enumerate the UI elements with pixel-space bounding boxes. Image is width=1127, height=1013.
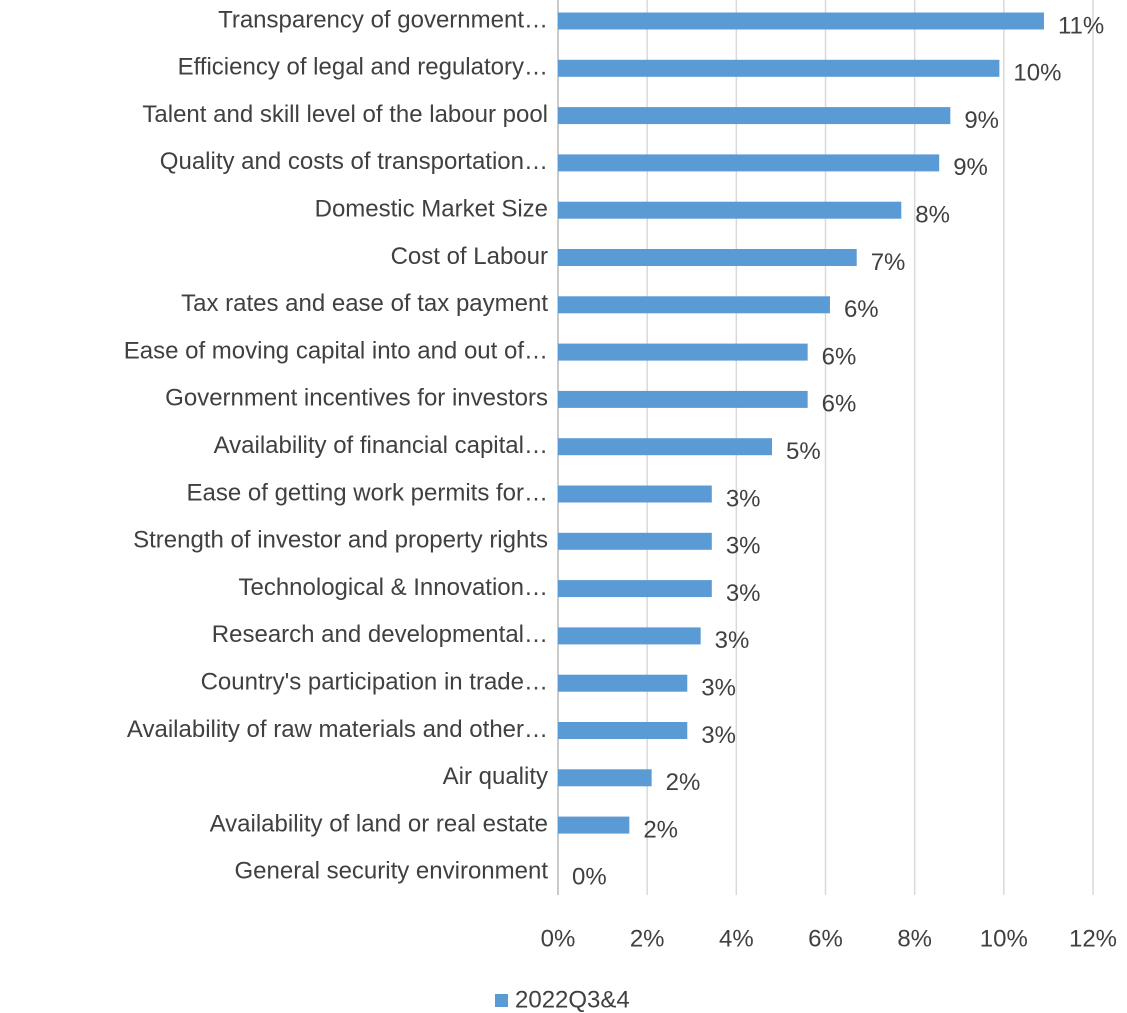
bar bbox=[558, 532, 712, 550]
data-label: 8% bbox=[915, 202, 950, 229]
data-label: 2% bbox=[666, 769, 701, 796]
data-label: 2% bbox=[643, 816, 678, 843]
y-tick-label: Research and developmental… bbox=[212, 621, 548, 648]
bar bbox=[558, 201, 902, 219]
y-tick-label: Tax rates and ease of tax payment bbox=[181, 290, 548, 317]
y-tick-label: Availability of land or real estate bbox=[210, 810, 548, 837]
y-tick-label: Ease of moving capital into and out of… bbox=[124, 337, 548, 364]
bar bbox=[558, 12, 1044, 30]
x-tick-label: 6% bbox=[808, 925, 843, 952]
data-label: 9% bbox=[953, 154, 988, 181]
bar bbox=[558, 580, 712, 598]
y-tick-label: Availability of raw materials and other… bbox=[127, 716, 548, 743]
data-label: 6% bbox=[844, 296, 879, 323]
x-tick-label: 8% bbox=[897, 925, 932, 952]
data-label: 7% bbox=[871, 249, 906, 276]
bar bbox=[558, 485, 712, 503]
data-label: 6% bbox=[822, 343, 857, 370]
data-label: 3% bbox=[726, 485, 761, 512]
bar bbox=[558, 107, 951, 125]
y-tick-label: Cost of Labour bbox=[391, 243, 548, 270]
bar bbox=[558, 674, 688, 692]
legend-label: 2022Q3&4 bbox=[515, 986, 630, 1013]
x-tick-label: 4% bbox=[719, 925, 754, 952]
data-label: 0% bbox=[572, 864, 607, 891]
y-tick-label: Availability of financial capital… bbox=[214, 432, 548, 459]
y-tick-label: Country's participation in trade… bbox=[201, 669, 548, 696]
bar bbox=[558, 438, 772, 456]
x-tick-label: 12% bbox=[1069, 925, 1117, 952]
bar bbox=[558, 816, 630, 834]
bar bbox=[558, 249, 857, 266]
bar bbox=[558, 343, 808, 361]
y-tick-label: Air quality bbox=[443, 763, 548, 790]
bar bbox=[558, 390, 808, 408]
data-label: 11% bbox=[1058, 12, 1104, 39]
y-tick-label: Talent and skill level of the labour poo… bbox=[142, 101, 548, 128]
x-tick-label: 10% bbox=[980, 925, 1028, 952]
bar bbox=[558, 769, 652, 787]
y-tick-label: Strength of investor and property rights bbox=[133, 527, 548, 554]
bar bbox=[558, 722, 688, 739]
y-tick-label: Quality and costs of transportation… bbox=[160, 148, 548, 175]
y-tick-label: Efficiency of legal and regulatory… bbox=[178, 54, 548, 81]
x-tick-label: 0% bbox=[541, 925, 576, 952]
data-label: 5% bbox=[786, 438, 821, 465]
legend-swatch bbox=[495, 994, 508, 1007]
bar bbox=[558, 296, 830, 314]
data-label: 3% bbox=[715, 627, 750, 654]
y-tick-label: Government incentives for investors bbox=[165, 385, 548, 412]
y-tick-label: Domestic Market Size bbox=[315, 196, 548, 223]
data-label: 9% bbox=[964, 107, 999, 134]
data-label: 3% bbox=[726, 533, 761, 560]
data-label: 3% bbox=[701, 675, 736, 702]
data-label: 10% bbox=[1013, 60, 1061, 87]
data-label: 3% bbox=[701, 722, 736, 749]
bar bbox=[558, 627, 701, 645]
x-tick-label: 2% bbox=[630, 925, 665, 952]
y-tick-label: Transparency of government… bbox=[218, 6, 548, 33]
y-tick-label: Ease of getting work permits for… bbox=[187, 479, 548, 506]
bar bbox=[558, 59, 1000, 77]
y-tick-label: Technological & Innovation… bbox=[238, 574, 548, 601]
bar bbox=[558, 154, 940, 172]
data-label: 3% bbox=[726, 580, 761, 607]
data-label: 6% bbox=[822, 391, 857, 418]
y-tick-label: General security environment bbox=[235, 858, 549, 885]
